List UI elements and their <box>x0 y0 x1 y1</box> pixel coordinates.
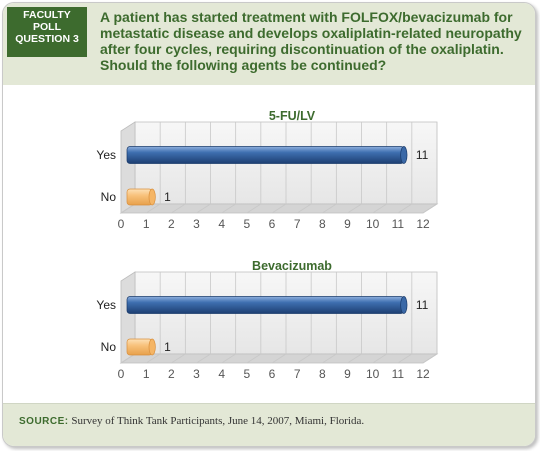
badge-line-1: FACULTY <box>23 9 71 21</box>
bar-yes-cap <box>400 296 408 314</box>
floor-gridline <box>347 203 362 214</box>
x-tick-label: 6 <box>269 367 276 381</box>
chart-area: 5-FU/LV 0 1 2 3 4 5 6 7 8 9 10 11 12 Yes 11 No 1 Bevacizum… <box>3 85 535 395</box>
x-tick-label: 10 <box>366 217 380 231</box>
bar-yes-cap <box>400 146 408 164</box>
floor-gridline <box>196 203 211 214</box>
category-label: Yes <box>96 298 116 312</box>
x-tick-label: 1 <box>143 217 150 231</box>
bar-no <box>126 338 153 356</box>
data-label: 1 <box>164 190 171 204</box>
floor-gridline <box>246 353 262 364</box>
x-tick-label: 11 <box>392 217 405 231</box>
floor-gridline <box>422 203 438 214</box>
x-tick-label: 12 <box>416 367 430 381</box>
floor-gridline <box>246 203 262 214</box>
data-label: 11 <box>416 148 429 162</box>
floor-gridline <box>372 203 387 214</box>
floor-gridline <box>120 203 136 214</box>
x-tick-label: 5 <box>243 217 250 231</box>
source-label: SOURCE: <box>19 416 69 427</box>
chart-title: 5-FU/LV <box>269 109 316 123</box>
floor-gridline <box>145 353 161 364</box>
category-label: No <box>101 190 117 204</box>
x-tick-label: 1 <box>143 367 150 381</box>
question-text: A patient has started treatment with FOL… <box>100 9 522 73</box>
floor-gridline <box>145 203 161 214</box>
footer: SOURCE: Survey of Think Tank Participant… <box>3 403 535 446</box>
x-tick-label: 9 <box>344 217 351 231</box>
floor-gridline <box>322 353 337 364</box>
x-tick-label: 7 <box>294 367 301 381</box>
floor-gridline <box>322 203 337 214</box>
bar-yes <box>126 146 405 164</box>
floor-gridline <box>372 353 387 364</box>
x-tick-label: 8 <box>319 367 326 381</box>
source-note: SOURCE: Survey of Think Tank Participant… <box>19 415 364 427</box>
x-tick-label: 5 <box>243 367 250 381</box>
x-tick-label: 2 <box>168 367 175 381</box>
x-tick-label: 4 <box>218 367 225 381</box>
x-tick-label: 7 <box>294 217 301 231</box>
x-tick-label: 4 <box>218 217 225 231</box>
x-tick-label: 2 <box>168 217 175 231</box>
x-tick-label: 3 <box>193 367 200 381</box>
floor-gridline <box>221 203 236 214</box>
bar-no-cap <box>148 188 156 206</box>
bar-yes <box>126 296 405 314</box>
x-tick-label: 10 <box>366 367 380 381</box>
x-tick-label: 0 <box>118 367 125 381</box>
source-text: Survey of Think Tank Participants, June … <box>71 415 365 427</box>
category-label: No <box>101 340 117 354</box>
category-label: Yes <box>96 148 116 162</box>
poll-card: FACULTY POLL QUESTION 3 A patient has st… <box>2 2 536 447</box>
header: FACULTY POLL QUESTION 3 A patient has st… <box>3 3 535 85</box>
floor-gridline <box>221 353 236 364</box>
floor-gridline <box>296 353 312 364</box>
floor-gridline <box>347 353 362 364</box>
badge-line-2: POLL <box>33 21 61 33</box>
x-tick-label: 6 <box>269 217 276 231</box>
x-tick-label: 3 <box>193 217 200 231</box>
floor-gridline <box>171 353 186 364</box>
floor-gridline <box>397 203 413 214</box>
floor-gridline <box>422 353 438 364</box>
floor-gridline <box>397 353 413 364</box>
faculty-poll-badge: FACULTY POLL QUESTION 3 <box>7 7 87 57</box>
x-tick-label: 12 <box>416 217 430 231</box>
floor-gridline <box>120 353 136 364</box>
floor-gridline <box>271 203 287 214</box>
x-tick-label: 9 <box>344 367 351 381</box>
bar-no <box>126 188 153 206</box>
floor-gridline <box>271 353 287 364</box>
x-tick-label: 8 <box>319 217 326 231</box>
floor-gridline <box>171 203 186 214</box>
data-label: 11 <box>416 298 429 312</box>
chart-title: Bevacizumab <box>252 259 332 273</box>
x-tick-label: 0 <box>118 217 125 231</box>
badge-line-3: QUESTION 3 <box>15 33 79 45</box>
x-tick-label: 11 <box>392 367 405 381</box>
floor-gridline <box>196 353 211 364</box>
data-label: 1 <box>164 340 171 354</box>
bar-no-cap <box>148 338 156 356</box>
floor-gridline <box>296 203 312 214</box>
